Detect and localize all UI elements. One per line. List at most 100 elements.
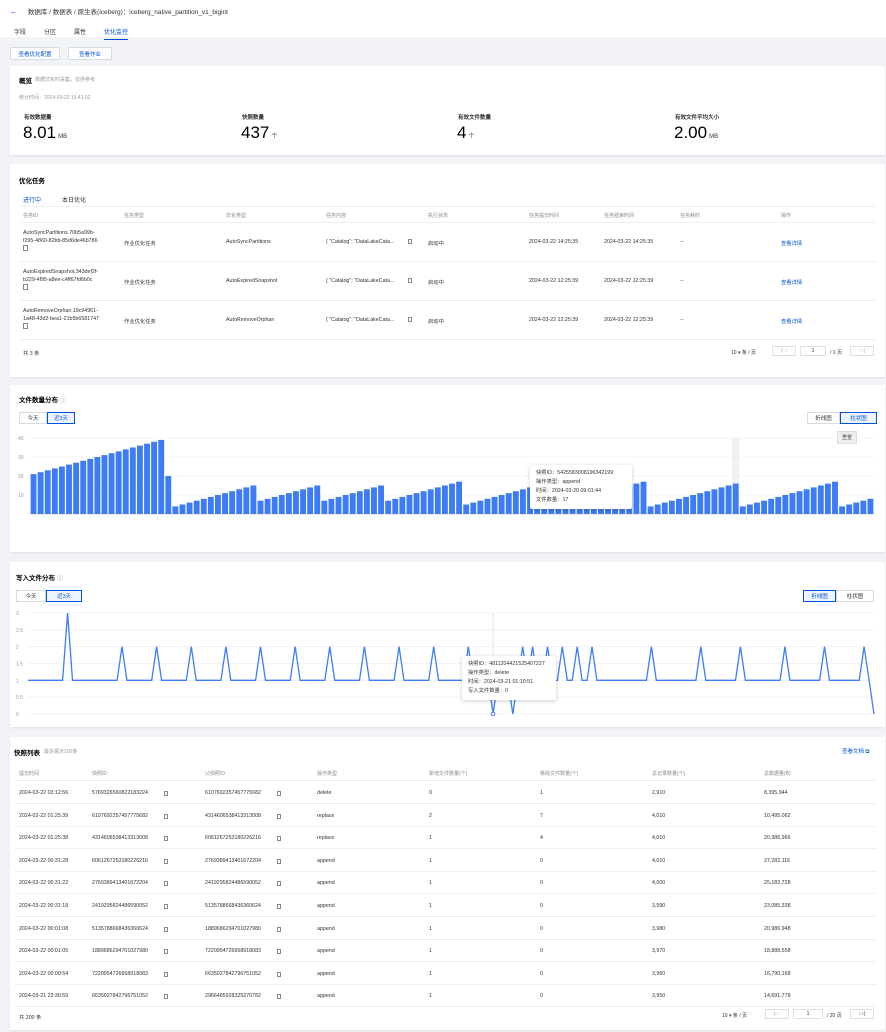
task-opt-type: AutoSyncPartitions — [226, 239, 271, 245]
view-detail-link[interactable]: 查看详情 — [781, 280, 803, 286]
snapshot-cell: delete — [317, 790, 332, 796]
snapshot-cell: 2,910 — [652, 790, 666, 796]
copy-icon[interactable] — [164, 836, 168, 842]
task-content: { "Catalog": "DataLakeCata... — [326, 317, 395, 323]
copy-icon[interactable] — [164, 926, 168, 932]
snapshot-cell: 0 — [540, 970, 543, 977]
view-line[interactable]: 折线图 — [807, 412, 840, 424]
metric-label-avg-file-size: 有效文件平均大小 — [675, 115, 720, 121]
snapshot-cell: 25,183,728 — [764, 880, 791, 887]
tab-partitions[interactable]: 分区 — [44, 30, 57, 36]
snapshot-cell: 6635027842796751052 — [92, 993, 148, 1000]
bar — [676, 498, 682, 514]
copy-icon[interactable] — [23, 284, 28, 290]
snapshot-cell: 4 — [540, 835, 543, 842]
copy-icon[interactable] — [164, 904, 168, 909]
range-today[interactable]: 今天 — [19, 412, 47, 424]
snapshots-page-size[interactable]: 10 ▾ 条 / 页 — [722, 1013, 748, 1019]
copy-icon[interactable] — [277, 813, 281, 819]
copy-icon[interactable] — [23, 323, 28, 329]
copy-icon[interactable] — [277, 858, 281, 864]
copy-icon[interactable] — [277, 791, 281, 796]
metric-unit: 个 — [468, 134, 475, 140]
copy-icon[interactable] — [408, 317, 412, 322]
external-link-icon[interactable]: ⧉ — [865, 749, 870, 755]
metric-label-snapshots: 快照数量 — [242, 115, 265, 121]
tasks-next-page[interactable]: › ›| — [850, 346, 874, 356]
copy-icon[interactable] — [164, 881, 168, 887]
doc-link-text[interactable]: 查看文档 — [842, 749, 865, 755]
bar — [739, 506, 746, 514]
bar — [824, 483, 831, 514]
snapshot-cell: 6107692357457775682 — [92, 812, 148, 819]
view-docs-link[interactable]: 查看文档 ⧉ — [842, 747, 869, 756]
copy-icon[interactable] — [277, 971, 281, 977]
view-bar[interactable]: 柱状图 — [836, 590, 874, 602]
copy-icon[interactable] — [164, 813, 168, 819]
snapshot-cell: 27,282,116 — [764, 857, 791, 864]
tab-today[interactable]: 本日优化 — [62, 198, 87, 204]
col-task-type: 任务类型 — [124, 213, 145, 219]
bar — [87, 458, 94, 514]
write-chart-title: 写入文件分布 ⓘ — [16, 572, 63, 582]
bar — [640, 481, 647, 514]
tab-fields[interactable]: 字段 — [14, 30, 27, 36]
metric-unit: MB — [709, 134, 719, 140]
copy-icon[interactable] — [164, 858, 168, 864]
snapshot-cell: 2024-03-22 00:31:22 — [19, 880, 69, 887]
bar — [73, 462, 80, 514]
copy-icon[interactable] — [164, 971, 168, 977]
breadcrumb-text: 数据库 / 数据表 / 原生表(iceberg)：iceberg_native_… — [27, 9, 228, 16]
copy-icon[interactable] — [277, 881, 281, 887]
view-jobs-button[interactable]: 查看作业 — [68, 47, 112, 60]
col-opt-type: 优化类型 — [226, 213, 247, 219]
bar — [378, 485, 385, 514]
copy-icon[interactable] — [277, 949, 281, 955]
range-3days[interactable]: 近3天 — [46, 590, 82, 602]
tab-optimization-monitor[interactable]: 优化监控 — [104, 27, 129, 40]
snapshot-cell: append — [317, 970, 335, 977]
bar — [193, 500, 200, 514]
snapshot-cell: 1889686294701027980 — [92, 948, 148, 955]
info-icon[interactable]: ⓘ — [56, 575, 64, 582]
copy-icon[interactable] — [23, 245, 28, 251]
view-detail-link[interactable]: 查看详情 — [781, 241, 803, 247]
row-divider — [19, 261, 877, 262]
copy-icon[interactable] — [277, 904, 281, 909]
copy-icon[interactable] — [164, 994, 168, 1000]
copy-icon[interactable] — [408, 278, 412, 283]
view-detail-link[interactable]: 查看详情 — [781, 319, 803, 325]
snapshots-prev-page[interactable]: |‹ ‹ — [765, 1009, 789, 1019]
snapshots-next-page[interactable]: › ›| — [850, 1009, 874, 1019]
view-line[interactable]: 折线图 — [803, 590, 836, 602]
range-3days[interactable]: 近3天 — [47, 412, 75, 424]
back-arrow-icon[interactable]: ← — [10, 7, 18, 16]
range-today[interactable]: 今天 — [16, 590, 46, 602]
view-bar[interactable]: 柱状图 — [840, 412, 877, 424]
copy-icon[interactable] — [164, 949, 168, 955]
bar — [839, 506, 846, 514]
snapshot-cell: 16,790,168 — [764, 970, 791, 977]
col-status: 执行状态 — [428, 213, 449, 219]
bar — [555, 504, 562, 514]
copy-icon[interactable] — [408, 239, 412, 244]
copy-icon[interactable] — [277, 836, 281, 842]
tasks-page-size[interactable]: 10 ▾ 条 / 页 — [731, 350, 757, 356]
task-opt-type: AutoRemoveOrphan — [226, 317, 275, 323]
snapshot-cell: 1889686294701027980 — [205, 925, 261, 932]
copy-icon[interactable] — [277, 994, 281, 1000]
bar — [441, 485, 448, 514]
snapshots-page-input[interactable]: 1 — [793, 1009, 823, 1019]
tasks-page-input[interactable]: 1 — [800, 346, 826, 356]
tasks-prev-page[interactable]: |‹ ‹ — [772, 346, 796, 356]
tab-properties[interactable]: 属性 — [74, 30, 87, 36]
view-optimization-config-button[interactable]: 查看优化配置 — [10, 47, 60, 60]
snapshot-cell: 2419295824486590052 — [92, 903, 148, 909]
info-icon[interactable]: ⓘ — [59, 397, 67, 404]
copy-icon[interactable] — [164, 791, 168, 796]
bar — [647, 506, 654, 514]
bar — [782, 495, 789, 514]
snapshot-cell: 4314606538413313008 — [205, 812, 261, 819]
copy-icon[interactable] — [277, 926, 281, 932]
